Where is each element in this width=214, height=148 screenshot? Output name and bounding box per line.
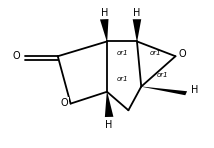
Text: or1: or1 [117,76,128,82]
Text: or1: or1 [150,50,161,56]
Text: or1: or1 [117,50,128,56]
Text: H: H [106,120,113,130]
Polygon shape [141,86,187,95]
Text: O: O [12,50,20,61]
Text: O: O [61,98,68,108]
Polygon shape [133,19,141,41]
Text: H: H [101,8,108,18]
Polygon shape [100,19,108,41]
Text: H: H [191,85,198,95]
Text: O: O [178,49,186,59]
Text: H: H [133,8,141,18]
Text: or1: or1 [156,73,168,78]
Polygon shape [105,92,113,117]
